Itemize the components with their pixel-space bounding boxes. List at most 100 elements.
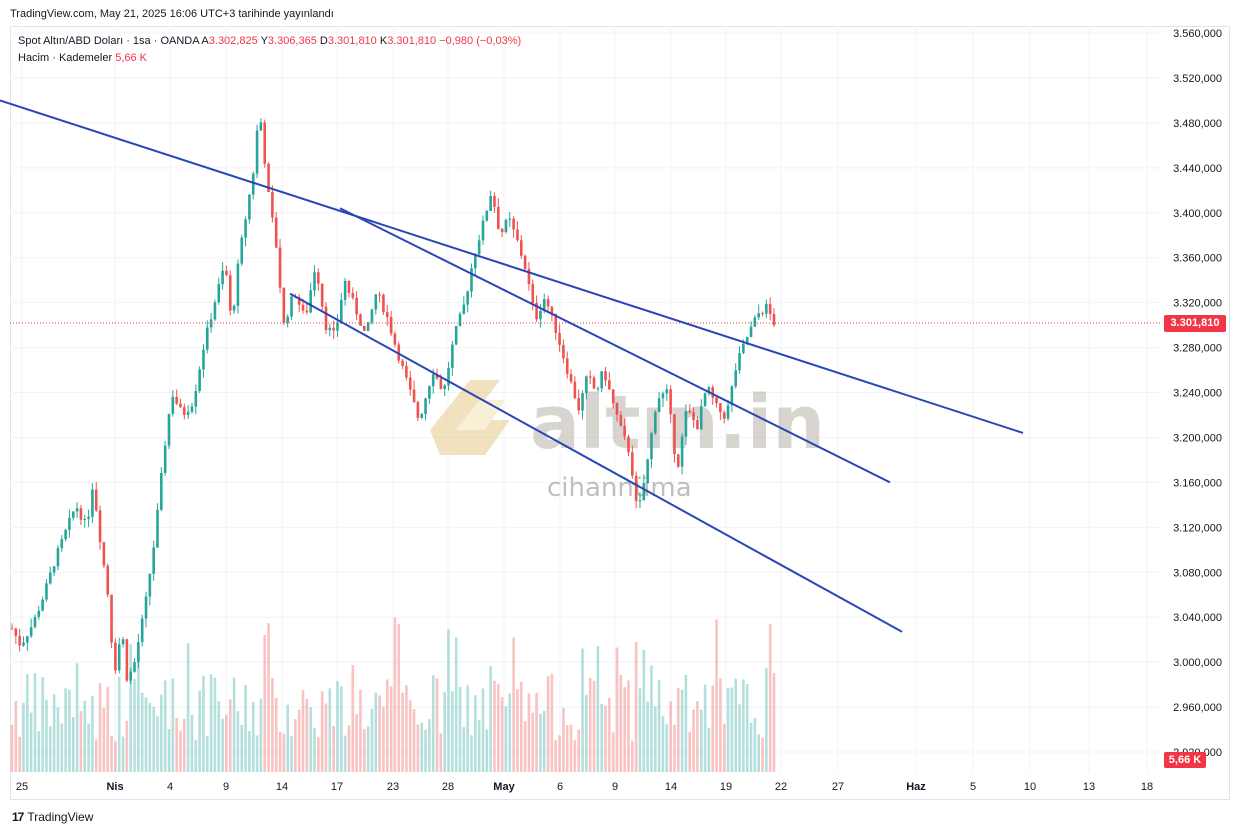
volume-bar (347, 725, 351, 772)
candle-body (474, 254, 477, 269)
candle-body (638, 500, 642, 502)
candle-body (546, 299, 550, 307)
low-value: 3.301,810 (327, 35, 377, 47)
y-tick-label: 2.960,000 (1173, 702, 1222, 714)
candle-body (703, 393, 707, 407)
volume-bar (408, 700, 412, 772)
candle-body (412, 389, 416, 403)
candle-body (148, 573, 152, 597)
volume-bar (148, 703, 152, 772)
candle-body (585, 376, 588, 394)
candle-body (688, 410, 692, 413)
volume-bar (638, 688, 642, 772)
candle-body (730, 386, 734, 406)
volume-bar (294, 719, 297, 772)
candle-body (140, 618, 144, 643)
volume-bar (504, 706, 508, 772)
y-tick-label: 3.400,000 (1173, 208, 1222, 220)
candle-body (500, 228, 504, 232)
volume-bar (336, 681, 339, 772)
volume-bar (680, 689, 684, 772)
candle-body (443, 385, 446, 389)
candle-body (653, 412, 657, 434)
volume-bar (734, 678, 738, 772)
candle-body (692, 412, 695, 421)
volume-bar (581, 648, 584, 772)
volume-tag: 5,66 K (1164, 752, 1206, 768)
candle-body (336, 322, 339, 331)
y-tick-label: 3.160,000 (1173, 477, 1222, 489)
candle-body (627, 436, 630, 453)
high-label: Y (260, 35, 268, 47)
candle-body (347, 280, 351, 293)
x-tick-label: 6 (557, 781, 563, 793)
candle-body (14, 628, 18, 636)
volume-bar (443, 692, 446, 772)
candle-body (286, 316, 289, 323)
candle-body (106, 565, 110, 595)
candle-body (497, 206, 500, 229)
candle-body (343, 280, 347, 300)
candle-body (328, 327, 332, 331)
y-tick-label: 3.440,000 (1173, 163, 1222, 175)
volume-bar (378, 695, 381, 772)
candle-body (462, 304, 466, 314)
y-tick-label: 3.080,000 (1173, 567, 1222, 579)
volume-bar (317, 737, 320, 772)
candle-body (623, 425, 626, 437)
candle-body (389, 317, 393, 334)
volume-bar (156, 716, 159, 772)
candle-body (56, 548, 60, 567)
volume-bar (512, 637, 515, 772)
volume-bar (627, 680, 630, 772)
volume-bar (121, 736, 125, 772)
volume-bar (114, 741, 117, 772)
candle-body (225, 270, 228, 276)
footer-brand[interactable]: TradingView (27, 810, 94, 824)
volume-label[interactable]: Hacim · Kademeler (18, 52, 113, 64)
x-tick-label: 17 (331, 781, 343, 793)
volume-bar (48, 726, 52, 772)
y-axis: 3.560,000 3.520,000 3.480,000 3.440,000 3.40… (1173, 28, 1222, 759)
candle-body (738, 353, 741, 371)
chart-frame (10, 26, 1230, 800)
x-axis: 25 Nis 4 9 14 17 23 28 May 6 9 14 19 22 27 Haz 5 10 13 18 (16, 781, 1153, 793)
close-value: 3.301,810 (387, 35, 437, 47)
candle-body (504, 219, 508, 232)
volume-bar (117, 676, 121, 772)
candle-body (175, 396, 178, 404)
candle-body (554, 313, 558, 333)
volume-bar (328, 688, 332, 772)
candle-body (79, 508, 83, 520)
candle-body (619, 414, 623, 426)
volume-bar (577, 729, 581, 772)
high-value: 3.306,365 (267, 35, 317, 47)
volume-bar (14, 700, 18, 772)
open-value: 3.302,825 (208, 35, 258, 47)
x-tick-label: 19 (720, 781, 732, 793)
volume-bar (546, 675, 550, 772)
volume-bar (397, 623, 401, 772)
volume-bar (692, 709, 695, 772)
volume-bar (290, 736, 293, 772)
volume-bar (631, 740, 634, 772)
candle-body (71, 511, 75, 518)
x-tick-label: 10 (1024, 781, 1036, 793)
volume-bar (202, 675, 205, 772)
volume-bar (608, 698, 611, 772)
volume-bar (768, 623, 772, 772)
volume-bar (29, 712, 33, 772)
volume-bar (565, 725, 569, 772)
candle-body (332, 327, 335, 331)
candle-body (382, 294, 385, 313)
candle-body (431, 374, 435, 387)
volume-bar (355, 714, 358, 772)
candle-body (600, 371, 603, 389)
volume-bar (451, 691, 454, 772)
tradingview-logo-icon[interactable]: 17 (12, 810, 24, 824)
candle-body (45, 583, 48, 600)
candle-body (91, 489, 94, 517)
symbol-label[interactable]: Spot Altın/ABD Doları · 1sa · OANDA (18, 35, 199, 47)
volume-bar (539, 713, 542, 772)
